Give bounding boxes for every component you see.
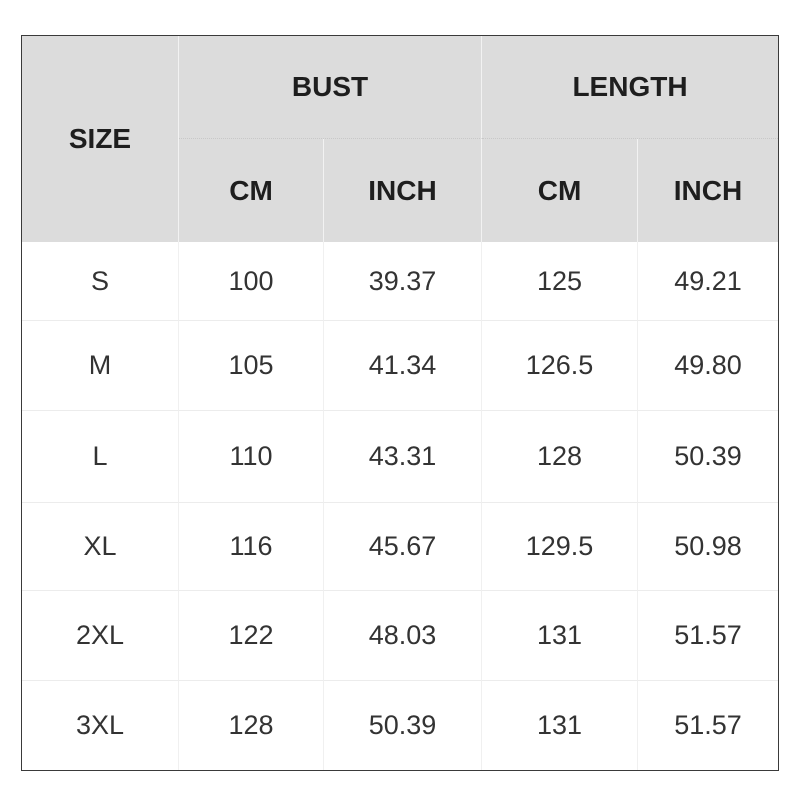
cell-length-cm: 131 [482,681,638,770]
cell-bust-cm: 116 [179,503,324,591]
cell-bust-cm: 105 [179,321,324,411]
cell-length-inch: 49.21 [638,242,778,321]
cell-size: 2XL [22,591,179,681]
cell-size: 3XL [22,681,179,770]
cell-bust-cm: 128 [179,681,324,770]
header-length-inch: INCH [638,139,778,242]
cell-length-cm: 129.5 [482,503,638,591]
cell-size: S [22,242,179,321]
cell-length-inch: 50.39 [638,411,778,503]
cell-length-inch: 51.57 [638,681,778,770]
cell-bust-cm: 122 [179,591,324,681]
cell-length-cm: 128 [482,411,638,503]
cell-bust-inch: 39.37 [324,242,482,321]
cell-length-inch: 51.57 [638,591,778,681]
cell-length-cm: 126.5 [482,321,638,411]
header-length: LENGTH [482,36,778,139]
cell-length-cm: 125 [482,242,638,321]
header-size: SIZE [22,36,179,242]
cell-bust-inch: 45.67 [324,503,482,591]
cell-length-inch: 50.98 [638,503,778,591]
cell-length-inch: 49.80 [638,321,778,411]
cell-size: XL [22,503,179,591]
cell-length-cm: 131 [482,591,638,681]
cell-bust-inch: 43.31 [324,411,482,503]
header-bust-cm: CM [179,139,324,242]
cell-bust-cm: 100 [179,242,324,321]
cell-bust-cm: 110 [179,411,324,503]
cell-bust-inch: 48.03 [324,591,482,681]
size-chart-table: SIZE BUST LENGTH CM INCH CM INCH S 100 39.… [21,35,779,771]
header-bust: BUST [179,36,482,139]
header-length-cm: CM [482,139,638,242]
cell-size: M [22,321,179,411]
header-bust-inch: INCH [324,139,482,242]
cell-size: L [22,411,179,503]
cell-bust-inch: 50.39 [324,681,482,770]
cell-bust-inch: 41.34 [324,321,482,411]
